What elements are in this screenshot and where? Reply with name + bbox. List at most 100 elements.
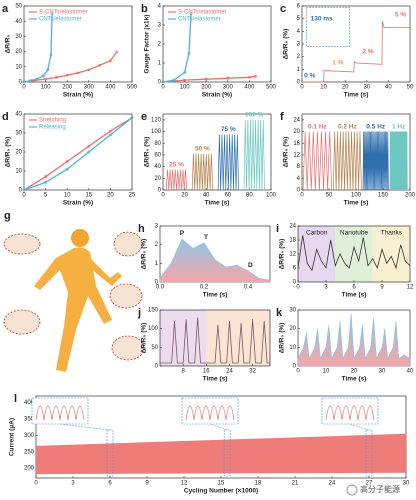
y-tick-label: 350 <box>24 417 35 423</box>
oscillation <box>243 119 265 191</box>
body-illustration: g <box>3 210 145 372</box>
point <box>65 73 69 77</box>
y-axis-label: ΔR/R₀ (%) <box>144 137 151 168</box>
point <box>98 63 102 67</box>
point <box>87 68 91 72</box>
line <box>23 117 133 191</box>
y-axis-label: ΔR/R₀ (%) <box>141 239 148 270</box>
x-tick-label: 80 <box>246 193 253 199</box>
x-axis-label: Time (s) <box>203 292 228 299</box>
x-tick-label: 200 <box>405 193 416 199</box>
x-tick-label: 30 <box>379 369 386 375</box>
panel: 0 20 40 60 80 100 0 20 40 60 80 100 120 e Time (s) ΔR/R… <box>141 111 277 207</box>
point <box>44 180 48 184</box>
y-tick-label: 24 <box>289 224 296 230</box>
annotation: 0 % <box>304 72 315 79</box>
y-axis-label: ΔR/R₀ (%) <box>5 137 12 168</box>
point <box>161 80 165 84</box>
y-tick-label: 30 <box>15 34 22 40</box>
segment-label: 25 % <box>169 161 184 168</box>
point <box>46 68 50 72</box>
segment-label: 100 % <box>245 112 264 119</box>
point <box>187 52 191 55</box>
annotation: P <box>180 230 185 237</box>
point <box>22 80 26 84</box>
segment-label: 50 % <box>195 145 210 152</box>
region <box>206 310 270 366</box>
y-tick-label: 3 <box>297 42 301 48</box>
panel-label: h <box>138 223 145 235</box>
y-tick-label: 50 <box>15 4 22 10</box>
region <box>372 226 410 282</box>
point <box>226 76 230 80</box>
plot-frame <box>162 113 272 191</box>
x-tick-label: 150 <box>378 193 389 199</box>
y-tick-label: 0 <box>155 364 159 370</box>
legend-label: CNTs/elastomer <box>178 17 221 23</box>
x-axis-label: Time (s) <box>344 92 369 99</box>
x-tick-label: 0 <box>296 285 300 291</box>
panel: 0 3 6 9 12 15 18 21 24 27 30 200 250 300 350 400 l Cyclin… <box>9 393 410 495</box>
x-axis-label: Time (s) <box>342 376 367 383</box>
inset-leader <box>209 423 228 431</box>
watermark: 高分子能源 <box>346 484 400 496</box>
point <box>50 12 54 15</box>
legend-label: Releasing <box>39 125 66 131</box>
x-axis-label: Strain (%) <box>202 92 232 99</box>
x-axis-label: Time (s) <box>344 200 369 207</box>
point <box>130 116 134 120</box>
line <box>160 317 270 364</box>
y-axis-label: ΔR/R₀ (%) <box>283 137 290 168</box>
y-tick-label: 8 <box>297 164 301 170</box>
y-tick-label: 0 <box>293 364 297 370</box>
annotation: 5 % <box>395 12 406 19</box>
inset-wave <box>35 405 85 421</box>
legend-label: Stretching <box>39 118 66 124</box>
oscillation <box>332 131 362 191</box>
line <box>297 235 411 272</box>
area <box>159 238 271 283</box>
y-tick-label: 0 <box>19 188 23 194</box>
panel: Carbon Nanotube Thanks 0 3 6 9 12 0 6 12 18 24 i Time … <box>276 223 414 299</box>
inset-wave <box>185 405 235 421</box>
region <box>335 226 373 282</box>
x-tick-label: 20 <box>342 85 349 91</box>
panel-label: a <box>2 3 9 15</box>
x-tick-label: 6 <box>108 481 112 487</box>
oscillation <box>191 153 214 191</box>
panel-label: k <box>276 307 283 319</box>
annotation: 1 % <box>332 60 343 67</box>
point <box>29 79 32 82</box>
oscillation <box>165 169 188 191</box>
x-tick-label: 100 <box>266 193 277 199</box>
x-tick-label: 400 <box>105 85 116 91</box>
oscillation <box>389 131 408 191</box>
point <box>87 150 91 154</box>
y-tick-label: 0 <box>158 188 162 194</box>
annotation: T <box>204 234 208 241</box>
x-tick-label: 20 <box>181 193 188 199</box>
oscillation <box>217 134 239 191</box>
y-tick-label: 80 <box>154 141 161 147</box>
point <box>76 71 80 75</box>
panel-label: l <box>14 393 17 405</box>
panel: 8 16 24 32 0 50 100 150 j Time (s) ΔR/R₀ (%) <box>137 307 271 383</box>
y-tick-label: 40 <box>15 112 22 118</box>
y-tick-label: 0 <box>19 80 23 86</box>
x-tick-label: 0 <box>161 85 165 91</box>
y-tick-label: 250 <box>24 449 35 455</box>
annotation: 130 ms <box>311 15 333 22</box>
y-tick-label: 20 <box>293 129 300 135</box>
x-tick-label: 40 <box>385 85 392 91</box>
x-tick-label: 3 <box>324 285 328 291</box>
y-tick-label: 16 <box>293 141 300 147</box>
legend-label: S-CNTs/elastomer <box>39 10 88 16</box>
point <box>44 175 48 179</box>
x-tick-label: 0.4 <box>244 285 253 291</box>
x-tick-label: 300 <box>84 85 95 91</box>
region-label: Carbon <box>306 230 328 237</box>
x-tick-label: 16 <box>203 369 210 375</box>
y-tick-label: 10 <box>15 64 22 70</box>
x-tick-label: 15 <box>218 481 225 487</box>
x-axis-label: Strain (%) <box>63 92 93 99</box>
